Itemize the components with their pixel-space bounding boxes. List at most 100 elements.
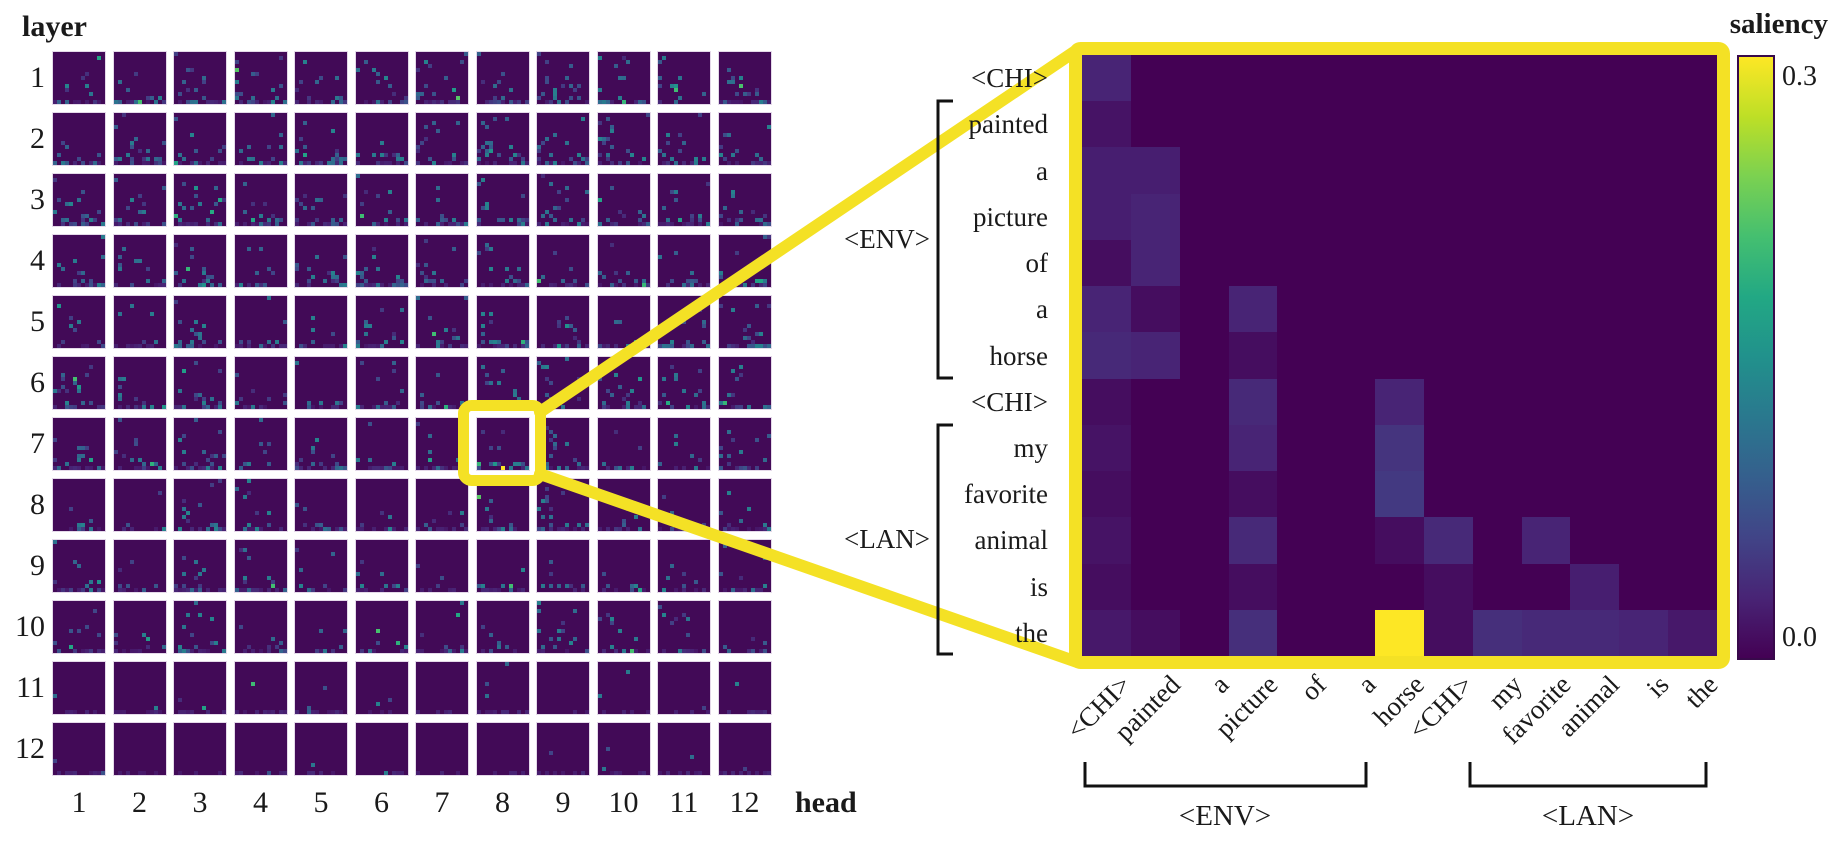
mini-heatmap xyxy=(415,356,469,410)
mini-heatmap xyxy=(52,51,106,105)
mini-heatmap xyxy=(294,295,348,349)
colorbar-title: saliency xyxy=(1729,8,1828,40)
mini-heatmap xyxy=(415,51,469,105)
saliency-cell xyxy=(1277,101,1327,148)
saliency-cell xyxy=(1668,239,1717,287)
mini-heatmap xyxy=(294,51,348,105)
saliency-cell xyxy=(1277,424,1327,472)
col-group-label: <LAN> xyxy=(1541,800,1635,832)
mini-heatmap xyxy=(717,722,772,776)
saliency-cell xyxy=(1277,471,1327,518)
saliency-cell xyxy=(1423,609,1473,656)
saliency-cell xyxy=(1472,147,1522,194)
saliency-cell xyxy=(1619,193,1669,240)
mini-heatmap xyxy=(717,295,772,349)
saliency-cell xyxy=(1082,471,1131,518)
saliency-cell xyxy=(1521,471,1571,518)
mini-heatmap xyxy=(294,478,348,532)
saliency-cell xyxy=(1130,517,1180,564)
saliency-cell xyxy=(1619,517,1669,564)
mini-heatmap xyxy=(475,173,530,227)
saliency-cell xyxy=(1277,378,1327,425)
mini-heatmap xyxy=(173,661,227,715)
saliency-cell xyxy=(1423,563,1473,610)
mini-heatmap xyxy=(233,51,288,105)
saliency-cell xyxy=(1130,563,1180,610)
saliency-cell xyxy=(1472,55,1522,102)
head-tick-label: 3 xyxy=(192,786,208,819)
saliency-cell xyxy=(1375,101,1424,148)
head-tick-label: 8 xyxy=(495,786,510,819)
saliency-cell xyxy=(1228,517,1278,564)
saliency-cell xyxy=(1375,609,1424,656)
lan-row-bracket xyxy=(936,423,953,656)
mini-heatmap xyxy=(294,173,348,227)
mini-heatmap xyxy=(415,478,469,532)
mini-heatmap xyxy=(294,417,348,471)
mini-heatmap xyxy=(354,539,409,593)
saliency-cell xyxy=(1375,193,1424,240)
mini-heatmap xyxy=(657,661,711,715)
mini-heatmap xyxy=(596,417,651,471)
mini-heatmap xyxy=(536,51,590,105)
saliency-cell xyxy=(1375,239,1424,287)
mini-heatmap xyxy=(112,51,167,105)
mini-heatmap xyxy=(475,417,530,471)
selected-head-highlight-box xyxy=(458,400,546,486)
mini-heatmap xyxy=(173,356,227,410)
mini-heatmap xyxy=(475,722,530,776)
zoom-row-token-label: <CHI> xyxy=(971,63,1048,94)
mini-heatmap xyxy=(415,661,469,715)
saliency-cell xyxy=(1375,563,1424,610)
head-tick-label: 11 xyxy=(669,786,699,819)
mini-heatmap xyxy=(536,661,590,715)
head-tick-label: 5 xyxy=(313,786,329,819)
mini-heatmap xyxy=(52,661,106,715)
saliency-cell xyxy=(1375,286,1424,333)
saliency-cell xyxy=(1619,147,1669,194)
saliency-cell xyxy=(1375,147,1424,194)
saliency-cell xyxy=(1082,55,1131,102)
mini-heatmap xyxy=(657,173,711,227)
mini-heatmap xyxy=(112,539,167,593)
head-tick-label: 9 xyxy=(555,786,571,819)
head-tick-label: 6 xyxy=(374,786,389,819)
colorbar-max-tick: 0.3 xyxy=(1782,61,1817,92)
mini-heatmap xyxy=(657,51,711,105)
saliency-cell xyxy=(1326,286,1376,333)
layer-tick-label: 12 xyxy=(15,732,45,765)
mini-heatmap xyxy=(657,600,711,654)
mini-heatmap xyxy=(173,234,227,288)
saliency-cell xyxy=(1228,563,1278,610)
saliency-cell xyxy=(1521,193,1571,240)
mini-heatmap xyxy=(233,478,288,532)
mini-heatmap xyxy=(354,173,409,227)
saliency-cell xyxy=(1570,471,1620,518)
saliency-cell xyxy=(1668,55,1717,102)
mini-heatmap xyxy=(173,600,227,654)
mini-heatmap xyxy=(52,112,106,166)
mini-heatmap xyxy=(536,295,590,349)
saliency-cell xyxy=(1228,101,1278,148)
saliency-cell xyxy=(1521,563,1571,610)
saliency-cell xyxy=(1130,378,1180,425)
mini-heatmap xyxy=(294,112,348,166)
saliency-cell xyxy=(1228,239,1278,287)
saliency-cell xyxy=(1668,424,1717,472)
saliency-cell xyxy=(1277,517,1327,564)
saliency-cell xyxy=(1130,424,1180,472)
zoom-row-token-label: animal xyxy=(974,525,1048,556)
env-row-bracket xyxy=(936,99,953,380)
saliency-cell xyxy=(1619,55,1669,102)
mini-heatmap xyxy=(233,356,288,410)
mini-heatmap xyxy=(354,600,409,654)
mini-heatmap xyxy=(415,295,469,349)
saliency-cell xyxy=(1179,147,1229,194)
saliency-cell xyxy=(1082,101,1131,148)
mini-heatmap xyxy=(354,356,409,410)
saliency-cell xyxy=(1130,332,1180,379)
mini-heatmap xyxy=(112,173,167,227)
mini-heatmap xyxy=(354,417,409,471)
